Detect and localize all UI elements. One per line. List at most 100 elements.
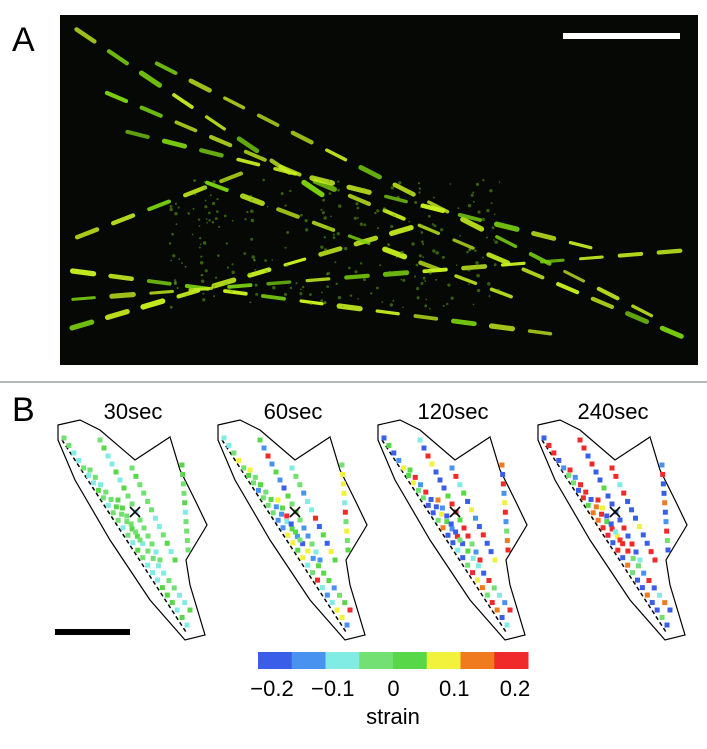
speck bbox=[299, 213, 303, 217]
strain-marker bbox=[297, 537, 303, 543]
speck bbox=[363, 187, 366, 190]
streak bbox=[531, 230, 557, 241]
speck bbox=[309, 293, 312, 296]
speck bbox=[341, 305, 344, 308]
speck bbox=[199, 243, 202, 246]
speck bbox=[243, 252, 247, 255]
strain-marker bbox=[617, 517, 623, 523]
streak bbox=[147, 199, 171, 212]
speck bbox=[472, 200, 475, 203]
strain-marker bbox=[150, 555, 156, 561]
strain-marker bbox=[649, 600, 655, 606]
strain-marker bbox=[648, 549, 654, 555]
speck bbox=[455, 264, 458, 266]
streak bbox=[625, 311, 650, 325]
strain-marker bbox=[145, 498, 151, 504]
speck bbox=[171, 232, 174, 236]
speck bbox=[379, 264, 382, 267]
speck bbox=[265, 270, 268, 273]
speck bbox=[215, 210, 219, 213]
speck bbox=[225, 242, 229, 245]
speck bbox=[424, 304, 428, 308]
strain-marker bbox=[575, 487, 581, 493]
speck bbox=[181, 262, 183, 264]
speck bbox=[336, 232, 340, 236]
streak bbox=[204, 115, 226, 131]
strain-marker bbox=[184, 538, 190, 544]
strain-marker bbox=[635, 563, 641, 569]
strain-marker bbox=[418, 482, 424, 488]
strain-marker bbox=[305, 533, 311, 539]
speck bbox=[447, 283, 451, 287]
strain-marker bbox=[339, 615, 345, 621]
speck bbox=[251, 255, 256, 259]
strain-marker bbox=[321, 570, 327, 576]
streak bbox=[266, 280, 292, 286]
strain-marker bbox=[444, 513, 450, 519]
speck bbox=[206, 221, 209, 224]
strain-marker bbox=[279, 511, 285, 517]
speck bbox=[191, 233, 194, 236]
strain-marker bbox=[625, 498, 631, 504]
speck bbox=[254, 283, 258, 287]
strain-marker bbox=[391, 450, 397, 456]
speck bbox=[204, 205, 208, 209]
strain-marker bbox=[344, 528, 350, 534]
streak bbox=[325, 148, 348, 162]
strain-marker bbox=[503, 519, 509, 525]
streak bbox=[140, 298, 166, 310]
center-marker bbox=[129, 506, 141, 518]
strain-marker bbox=[475, 563, 481, 569]
strain-marker bbox=[297, 517, 303, 523]
strain-marker bbox=[121, 485, 127, 491]
streak bbox=[460, 216, 485, 232]
strain-marker bbox=[305, 548, 311, 554]
strain-marker bbox=[625, 548, 631, 554]
strain-marker bbox=[499, 462, 505, 468]
speck bbox=[305, 228, 309, 232]
speck bbox=[226, 266, 229, 269]
streak bbox=[154, 61, 178, 75]
strain-marker bbox=[269, 461, 275, 467]
strain-marker bbox=[187, 607, 193, 613]
strain-marker bbox=[289, 526, 295, 532]
strain-marker bbox=[504, 538, 510, 544]
speck bbox=[496, 288, 500, 292]
streak bbox=[299, 299, 324, 306]
strain-marker bbox=[620, 541, 626, 547]
strain-marker bbox=[300, 541, 306, 547]
speck bbox=[441, 255, 445, 259]
strain-marker bbox=[281, 485, 287, 491]
strain-marker bbox=[129, 501, 135, 507]
strain-marker bbox=[344, 538, 350, 544]
streak bbox=[188, 286, 214, 292]
speck bbox=[214, 276, 218, 279]
speck bbox=[320, 245, 324, 249]
speck bbox=[250, 209, 254, 214]
streak bbox=[309, 175, 335, 186]
speck bbox=[175, 223, 178, 226]
speck bbox=[419, 205, 423, 209]
speck bbox=[493, 263, 497, 267]
speck bbox=[359, 262, 363, 265]
streak bbox=[384, 194, 408, 204]
speck bbox=[481, 217, 485, 222]
strain-marker bbox=[580, 495, 586, 501]
strain-marker bbox=[179, 615, 185, 621]
streak bbox=[596, 286, 620, 301]
strain-marker bbox=[334, 607, 340, 613]
streak bbox=[659, 325, 684, 339]
streak bbox=[346, 184, 372, 195]
strain-marker bbox=[609, 501, 615, 507]
strain-marker bbox=[583, 489, 589, 495]
strain-marker bbox=[428, 496, 434, 502]
strain-marker bbox=[472, 515, 478, 521]
strain-marker bbox=[460, 541, 466, 547]
strain-marker bbox=[185, 547, 191, 553]
strain-marker bbox=[662, 509, 668, 515]
strain-marker bbox=[595, 497, 601, 503]
strain-marker bbox=[103, 489, 109, 495]
strain-marker bbox=[476, 524, 482, 530]
streak bbox=[205, 180, 229, 192]
